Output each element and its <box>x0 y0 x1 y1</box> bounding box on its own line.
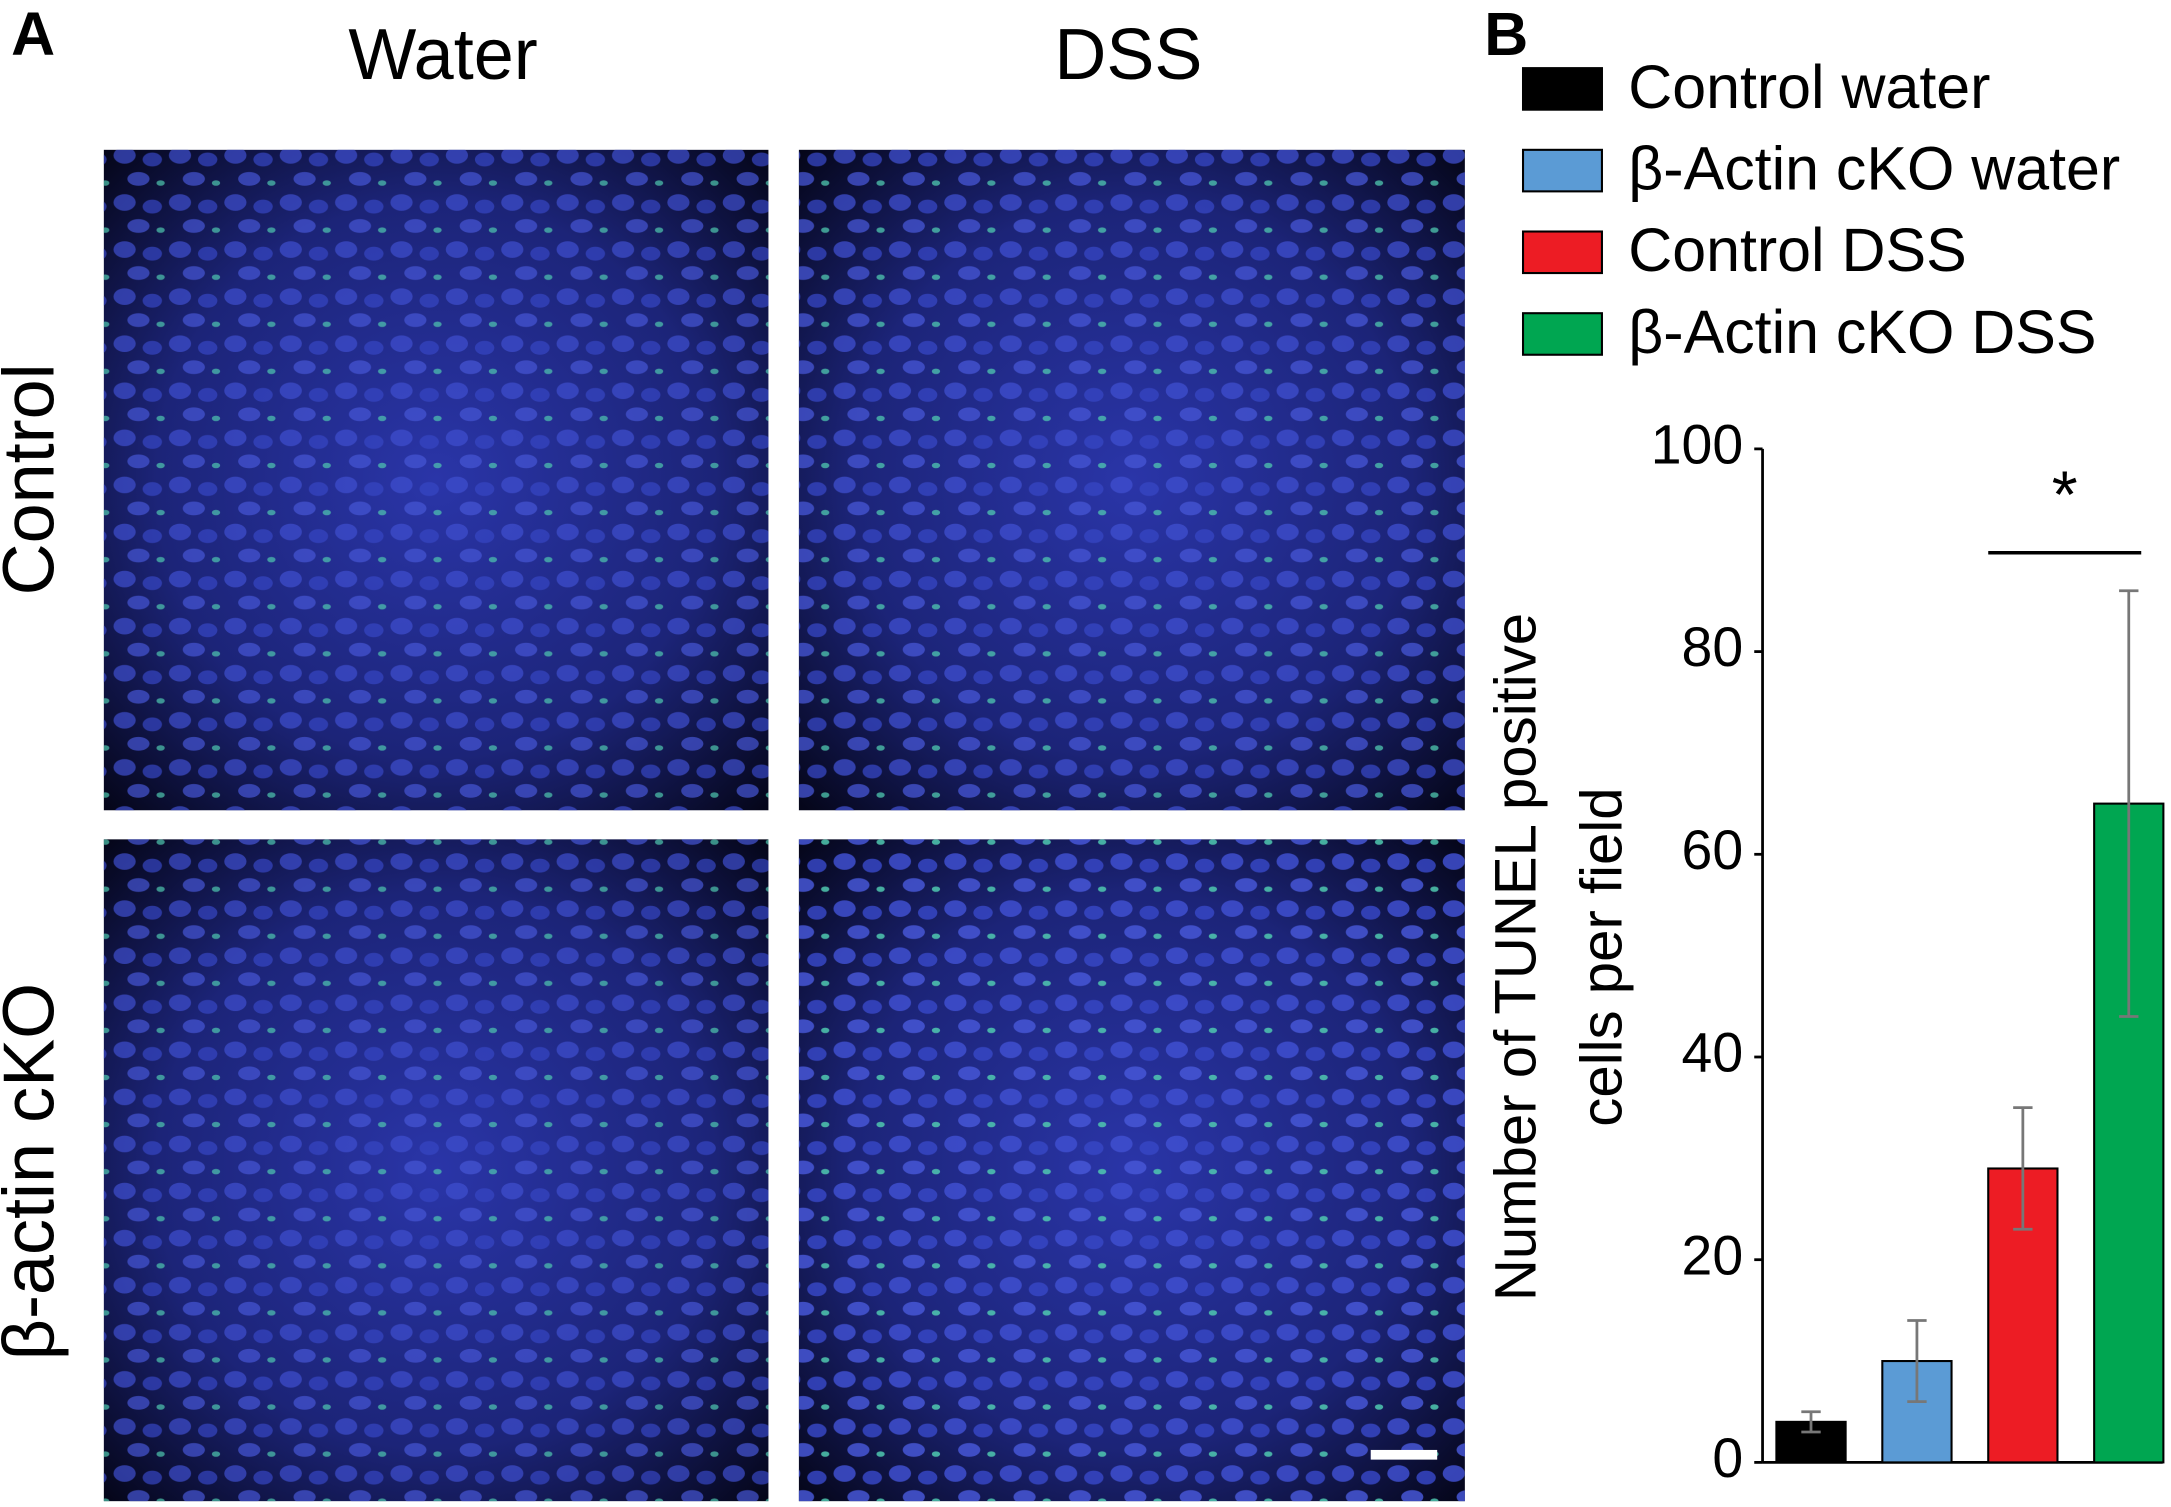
micrograph <box>798 839 1465 1502</box>
micrographs <box>103 149 1465 1502</box>
micrograph <box>103 839 769 1502</box>
panel-label: B <box>1484 0 1528 68</box>
legend-label: β-Actin cKO water <box>1628 134 2120 202</box>
column-label: DSS <box>1054 15 1202 95</box>
legend-swatch <box>1521 67 1603 111</box>
y-tick-label: 20 <box>1682 1224 1744 1286</box>
y-tick-label: 80 <box>1682 616 1744 678</box>
legend-label: Control water <box>1628 53 1990 121</box>
significance-marker: * <box>2052 459 2078 533</box>
panel-label: A <box>11 0 55 68</box>
legend-label: β-Actin cKO DSS <box>1628 298 2096 366</box>
micrograph <box>798 149 1465 811</box>
row-label: Control <box>0 363 70 595</box>
error-bar <box>1907 1319 1927 1403</box>
legend-label: Control DSS <box>1628 216 1967 284</box>
error-bar <box>2013 1106 2033 1231</box>
micrograph <box>103 149 769 811</box>
bar <box>1987 1167 2059 1464</box>
y-tick-label: 60 <box>1682 819 1744 881</box>
y-tick-label: 0 <box>1712 1427 1743 1489</box>
legend-swatch <box>1521 312 1603 356</box>
y-tick-label: 40 <box>1682 1022 1744 1084</box>
error-bar <box>1801 1410 1821 1434</box>
legend-swatch <box>1521 230 1603 275</box>
y-tick-label: 100 <box>1651 414 1743 476</box>
column-label: Water <box>348 15 537 95</box>
row-label: β-actin cKO <box>0 983 70 1360</box>
y-axis-label: cells per field <box>1569 787 1634 1126</box>
legend-swatch <box>1521 148 1603 193</box>
scale-bar <box>1370 1449 1438 1460</box>
y-axis-label: Number of TUNEL positive <box>1484 613 1549 1301</box>
error-bar <box>2119 589 2139 1018</box>
